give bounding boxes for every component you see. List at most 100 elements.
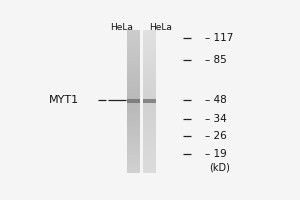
Bar: [143, 145, 156, 147]
Bar: [127, 139, 140, 141]
Bar: [127, 86, 140, 87]
Text: HeLa: HeLa: [110, 23, 133, 32]
Bar: [127, 61, 140, 62]
Bar: [143, 136, 156, 138]
Bar: [143, 105, 156, 107]
Text: – 85: – 85: [205, 55, 227, 65]
Bar: [143, 87, 156, 89]
Bar: [143, 170, 156, 172]
Bar: [143, 78, 156, 80]
Bar: [143, 84, 156, 86]
Bar: [127, 64, 140, 66]
Bar: [143, 53, 156, 55]
Bar: [127, 109, 140, 111]
Bar: [127, 37, 140, 39]
Bar: [143, 118, 156, 120]
Bar: [127, 70, 140, 71]
Bar: [143, 75, 156, 77]
Bar: [143, 34, 156, 36]
Bar: [127, 147, 140, 148]
Bar: [143, 161, 156, 163]
Bar: [143, 66, 156, 68]
Bar: [143, 141, 156, 143]
Bar: [143, 168, 156, 170]
Bar: [143, 86, 156, 87]
Bar: [127, 113, 140, 114]
Bar: [127, 129, 140, 130]
Bar: [127, 39, 140, 41]
Bar: [143, 157, 156, 159]
Bar: [143, 163, 156, 164]
Bar: [127, 77, 140, 78]
Bar: [127, 48, 140, 50]
Bar: [127, 138, 140, 139]
Bar: [127, 118, 140, 120]
Bar: [127, 111, 140, 113]
Bar: [127, 53, 140, 55]
Bar: [143, 95, 156, 96]
Bar: [127, 130, 140, 132]
Bar: [127, 148, 140, 150]
Bar: [127, 123, 140, 125]
Bar: [127, 120, 140, 121]
Bar: [127, 66, 140, 68]
Bar: [127, 46, 140, 48]
Bar: [143, 123, 156, 125]
Bar: [127, 100, 140, 102]
Bar: [143, 57, 156, 59]
Bar: [127, 102, 140, 104]
Bar: [143, 91, 156, 93]
Bar: [127, 43, 140, 44]
Bar: [127, 71, 140, 73]
Bar: [127, 134, 140, 136]
Bar: [127, 161, 140, 163]
Bar: [143, 61, 156, 62]
Bar: [127, 95, 140, 96]
Bar: [143, 43, 156, 44]
Bar: [143, 172, 156, 173]
Bar: [143, 32, 156, 34]
Bar: [127, 121, 140, 123]
Bar: [143, 68, 156, 70]
Text: MYT1: MYT1: [49, 95, 79, 105]
Bar: [143, 166, 156, 168]
Bar: [143, 99, 156, 103]
Bar: [127, 80, 140, 82]
Bar: [127, 84, 140, 86]
Bar: [143, 50, 156, 52]
Bar: [143, 37, 156, 39]
Bar: [143, 100, 156, 102]
Bar: [143, 125, 156, 127]
Bar: [143, 98, 156, 100]
Bar: [143, 113, 156, 114]
Bar: [143, 159, 156, 161]
Bar: [127, 170, 140, 172]
Bar: [143, 64, 156, 66]
Bar: [127, 104, 140, 105]
Bar: [143, 96, 156, 98]
Bar: [127, 57, 140, 59]
Bar: [143, 147, 156, 148]
Bar: [127, 52, 140, 53]
Bar: [127, 155, 140, 157]
Bar: [127, 141, 140, 143]
Bar: [143, 130, 156, 132]
Bar: [127, 168, 140, 170]
Bar: [143, 152, 156, 154]
Bar: [143, 41, 156, 43]
Bar: [143, 107, 156, 109]
Bar: [143, 102, 156, 104]
Text: HeLa: HeLa: [149, 23, 172, 32]
Bar: [127, 154, 140, 155]
Bar: [127, 98, 140, 100]
Bar: [127, 93, 140, 95]
Bar: [127, 125, 140, 127]
Bar: [143, 129, 156, 130]
Bar: [127, 36, 140, 37]
Bar: [143, 138, 156, 139]
Bar: [143, 139, 156, 141]
Bar: [127, 152, 140, 154]
Bar: [143, 70, 156, 71]
Bar: [127, 73, 140, 75]
Bar: [143, 36, 156, 37]
